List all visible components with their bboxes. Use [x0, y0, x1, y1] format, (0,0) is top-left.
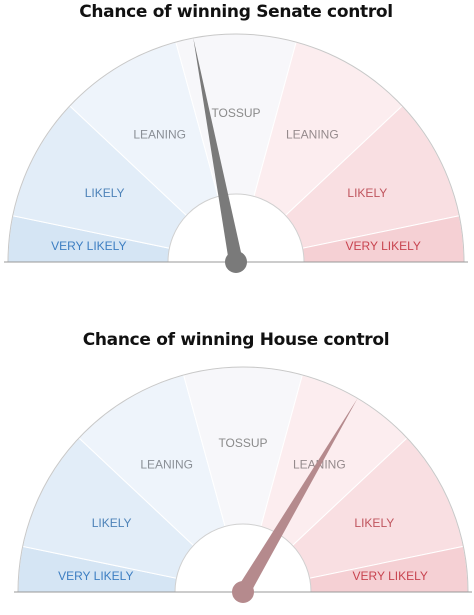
band-label: LEANING [286, 127, 339, 141]
band-label: LIKELY [347, 186, 387, 200]
band-label: LIKELY [92, 516, 132, 530]
gauge-outline [7, 33, 465, 263]
band-label: VERY LIKELY [353, 569, 428, 583]
band-label: LIKELY [85, 186, 125, 200]
band-label: TOSSUP [218, 436, 267, 450]
gauge-outline [17, 366, 469, 593]
gauge-pivot [232, 581, 254, 603]
band-label: TOSSUP [211, 106, 260, 120]
chart-title: Chance of winning Senate control [79, 2, 393, 22]
band-label: LIKELY [354, 516, 394, 530]
gauge-pivot [225, 251, 247, 273]
band-label: LEANING [133, 127, 186, 141]
band-label: VERY LIKELY [51, 239, 126, 253]
gauge-hub [167, 193, 305, 263]
chart-title: Chance of winning House control [83, 330, 390, 350]
band-label: VERY LIKELY [346, 239, 421, 253]
gauge-needle [193, 38, 243, 264]
band-label: LEANING [140, 457, 193, 471]
gauge-needle [236, 398, 358, 596]
band-label: VERY LIKELY [58, 569, 133, 583]
